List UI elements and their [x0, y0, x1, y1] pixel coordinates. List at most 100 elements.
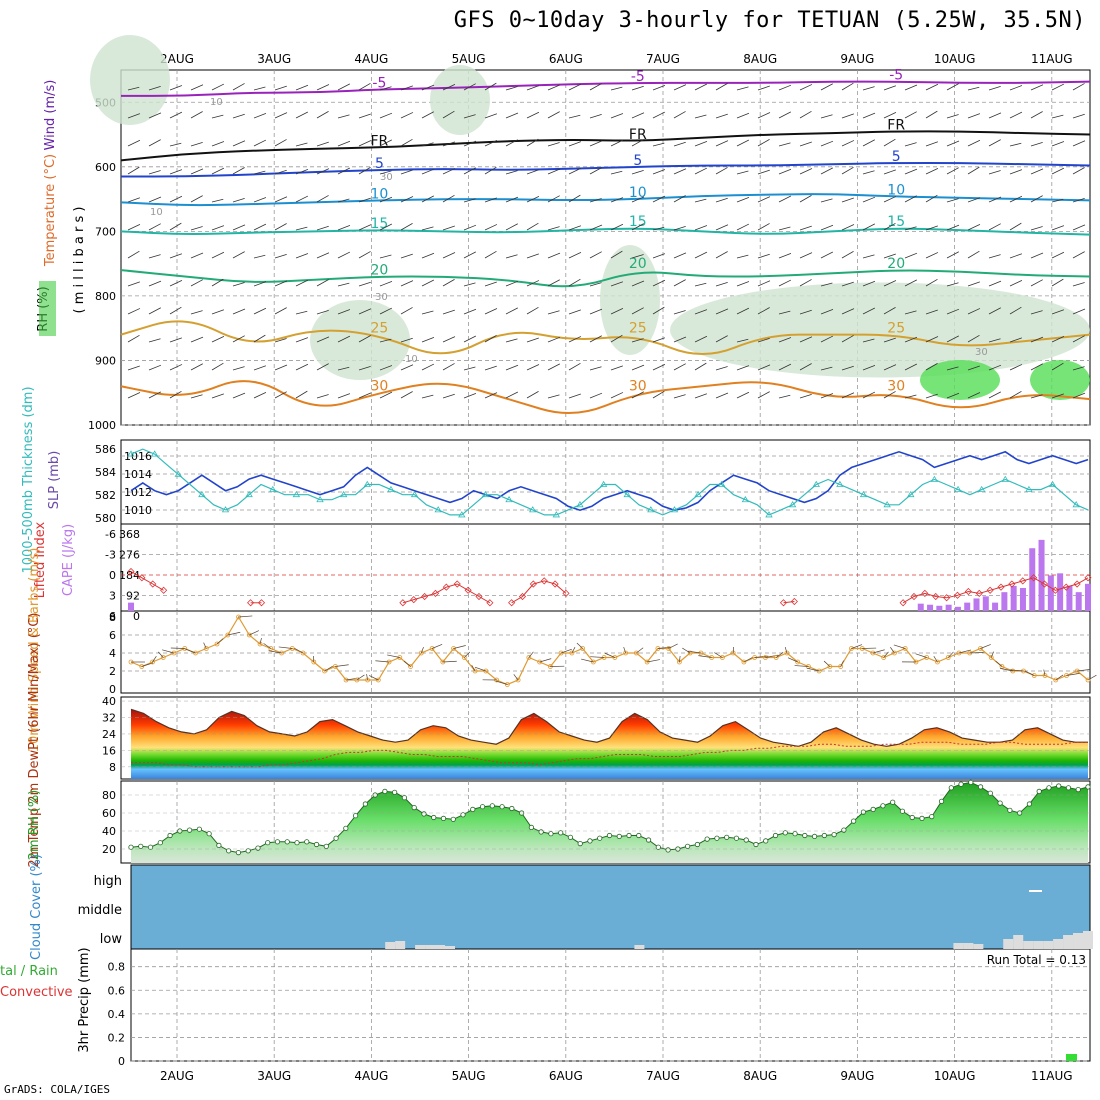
- wind-barb: [368, 675, 379, 681]
- thickness-marker: [1048, 480, 1057, 487]
- isotherm-label: 15: [629, 214, 647, 230]
- wind-barb: [694, 141, 708, 147]
- wind-barb: [1030, 226, 1043, 231]
- wind-barb: [743, 657, 753, 663]
- isotherm-line: [120, 227, 1091, 236]
- date-label-bottom: 4AUG: [354, 1069, 388, 1083]
- wind-barb: [442, 141, 455, 147]
- wind-barb: [295, 142, 308, 147]
- wind-barb: [925, 393, 938, 399]
- wind-barb: [431, 644, 443, 649]
- wind-barb: [652, 142, 665, 147]
- wind-barb: [862, 254, 875, 259]
- thickness-marker: [528, 506, 537, 513]
- rh-marker: [284, 839, 290, 845]
- cape-bar: [1019, 587, 1026, 611]
- temp-tick: 8: [109, 761, 116, 774]
- li-marker: [149, 580, 157, 588]
- wind-barb: [631, 391, 644, 399]
- pressure-tick: 900: [95, 354, 116, 367]
- rh-marker: [304, 839, 310, 845]
- date-label-bottom: 9AUG: [840, 1069, 874, 1083]
- wind-barb: [883, 222, 896, 231]
- rh-marker: [851, 818, 857, 824]
- date-label-top: 9AUG: [840, 52, 874, 66]
- wind-barb: [387, 654, 400, 658]
- wind-barb: [589, 251, 602, 259]
- li-marker: [508, 599, 516, 607]
- wind-speed-marker: [526, 655, 532, 660]
- wind-barb: [652, 85, 666, 91]
- cape-bar: [1075, 592, 1082, 611]
- slp-tick: 1014: [124, 468, 152, 481]
- rh-tick: 40: [102, 825, 116, 838]
- wind-barb: [400, 307, 413, 315]
- wind-barb: [1072, 140, 1086, 147]
- wind-barb: [631, 280, 645, 287]
- thickness-marker: [458, 511, 466, 518]
- wind-speed-marker: [849, 646, 854, 651]
- wind-barb: [1009, 337, 1022, 343]
- li-tick: 3: [109, 590, 116, 603]
- wind-barb: [400, 112, 414, 119]
- wind-barb: [715, 224, 729, 231]
- wind-barb: [274, 139, 287, 147]
- wind-barb: [988, 112, 1002, 119]
- wind-barb: [505, 307, 519, 315]
- temp-tick: 24: [102, 728, 116, 741]
- wind-barb: [980, 644, 991, 649]
- thickness-marker: [930, 475, 939, 482]
- rh-marker: [382, 788, 388, 795]
- wind-barb: [1030, 310, 1043, 315]
- wind-barb: [799, 141, 812, 147]
- wind-barb: [988, 307, 1001, 315]
- wind-barb: [568, 336, 582, 343]
- rh-marker: [392, 789, 398, 795]
- wind-barb: [335, 664, 349, 667]
- cloud-low-bar: [973, 944, 984, 949]
- thickness-line: [130, 448, 1089, 516]
- rh-marker: [1085, 784, 1091, 790]
- wind-barb: [1072, 282, 1085, 287]
- wind-speed-marker: [461, 655, 467, 660]
- wind-barb: [623, 646, 626, 654]
- isotherm-label: 15: [887, 214, 905, 230]
- wind-barb: [946, 308, 960, 315]
- rh-marker: [968, 779, 974, 786]
- slp-tick: 1010: [124, 504, 152, 517]
- wind-barb: [988, 254, 1001, 259]
- wind-barb: [883, 280, 897, 287]
- date-label-top: 7AUG: [646, 52, 680, 66]
- wind-barb: [988, 280, 1002, 287]
- wind-barb: [757, 169, 770, 175]
- wind-barb: [526, 280, 540, 287]
- wind-barb: [337, 167, 351, 175]
- wind-barb: [1043, 669, 1046, 676]
- wind-barb: [253, 307, 267, 315]
- wind-barb: [379, 112, 393, 119]
- wind-barb: [127, 281, 140, 287]
- wind-barb: [568, 309, 581, 315]
- wind-barb: [988, 338, 1001, 343]
- wind-tick: 8: [109, 611, 116, 624]
- rh-marker: [157, 840, 163, 846]
- cloud-low-bar: [445, 946, 455, 949]
- wind-speed-marker: [935, 659, 940, 665]
- wind-barb: [253, 86, 266, 91]
- wind-barb: [211, 251, 225, 259]
- rh-marker: [274, 839, 281, 845]
- wind-speed-marker: [773, 655, 779, 660]
- rh-marker: [977, 784, 984, 790]
- wind-barb: [1072, 251, 1085, 259]
- wind-barb: [841, 392, 855, 399]
- li-marker: [247, 599, 255, 607]
- wind-barb: [673, 394, 686, 399]
- li-axis-label: Lifted Index: [33, 521, 48, 598]
- li-tick: -3: [105, 549, 116, 562]
- rh-fill: [131, 782, 1088, 863]
- cape-tick: 276: [119, 549, 140, 562]
- wind-barb: [778, 253, 792, 259]
- wind-barb: [526, 337, 539, 343]
- wind-barb: [778, 310, 791, 315]
- wind-barb: [841, 113, 854, 119]
